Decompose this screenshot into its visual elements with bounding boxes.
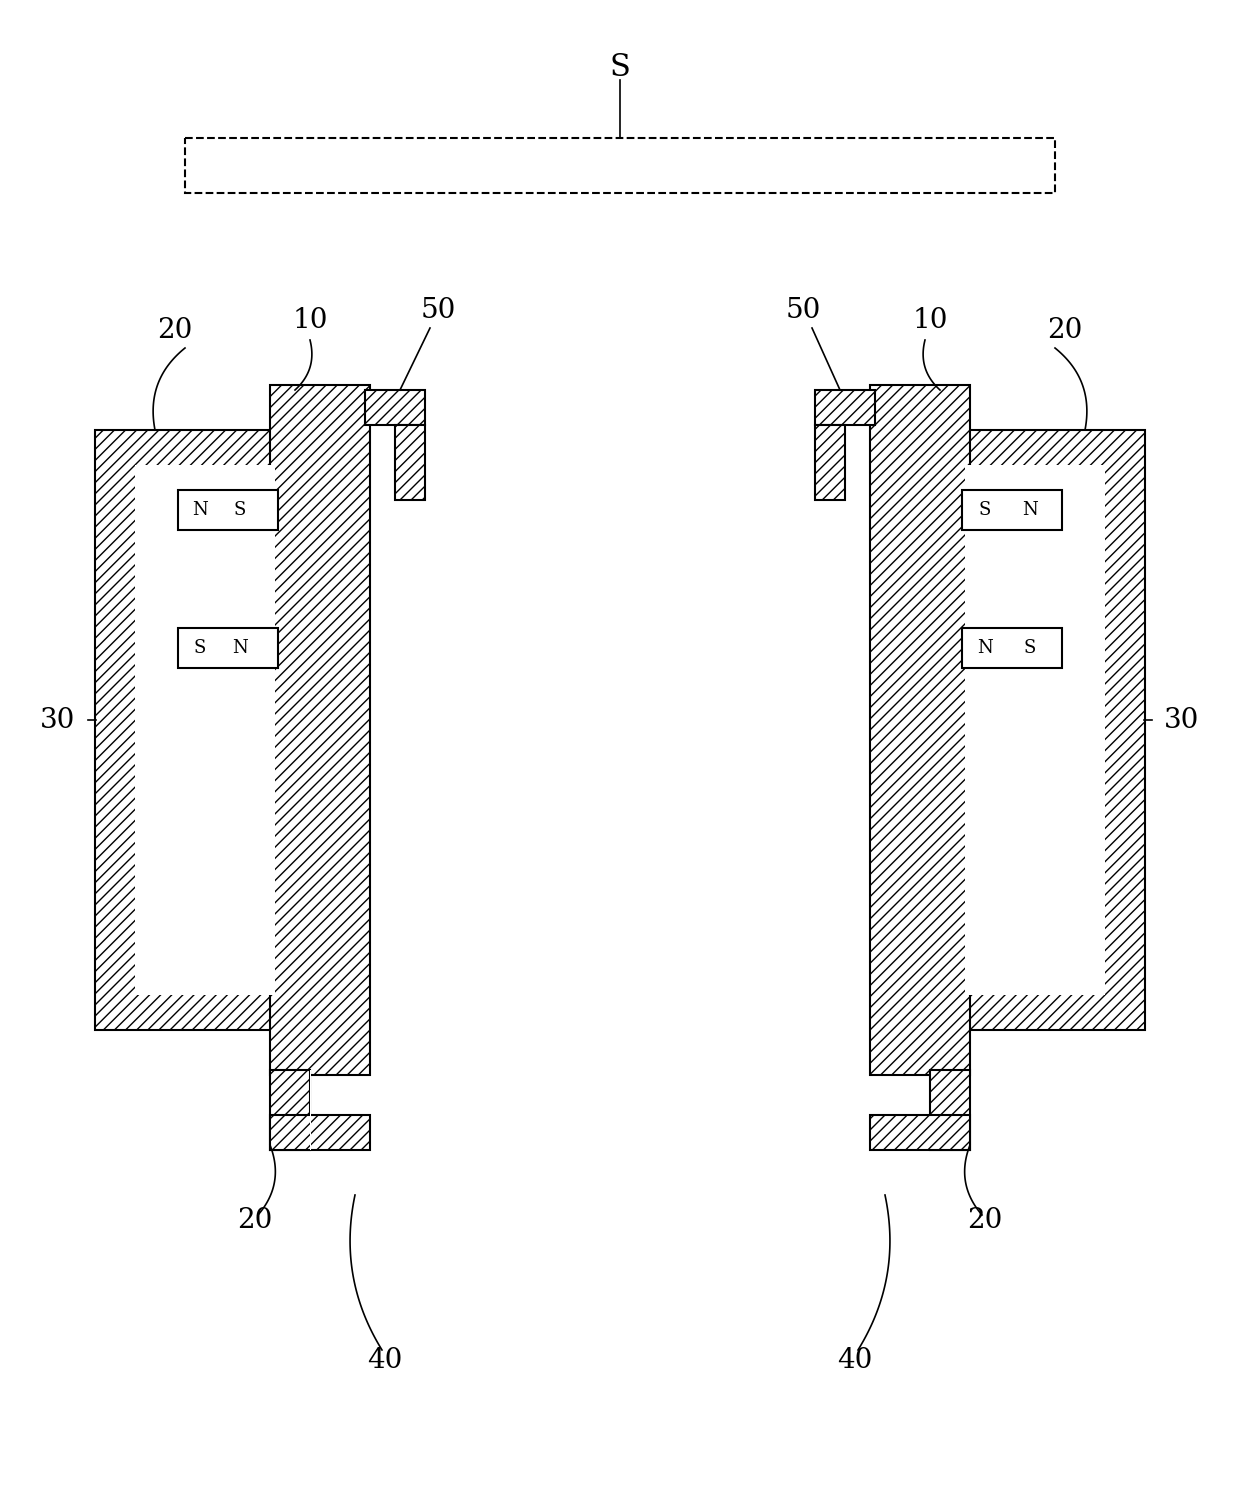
- Text: N: N: [1022, 500, 1038, 518]
- Text: 40: 40: [367, 1347, 403, 1374]
- Text: S: S: [193, 640, 206, 658]
- Bar: [870, 385, 970, 1076]
- Bar: [815, 425, 844, 500]
- Bar: [270, 1070, 310, 1150]
- Text: 10: 10: [913, 307, 947, 334]
- Text: 20: 20: [237, 1206, 273, 1233]
- Text: 20: 20: [157, 316, 192, 343]
- Bar: [870, 1115, 970, 1150]
- Bar: [965, 464, 1105, 995]
- Text: S: S: [234, 500, 247, 518]
- Bar: [815, 389, 875, 425]
- Text: N: N: [192, 500, 208, 518]
- Text: S: S: [978, 500, 991, 518]
- Bar: [930, 1070, 970, 1150]
- Text: 30: 30: [1164, 707, 1199, 734]
- Bar: [396, 425, 425, 500]
- Bar: [940, 430, 1145, 1031]
- Text: 40: 40: [837, 1347, 873, 1374]
- Bar: [270, 1115, 370, 1150]
- Bar: [270, 385, 370, 1076]
- Text: 30: 30: [41, 707, 76, 734]
- Text: N: N: [977, 640, 993, 658]
- Bar: [179, 490, 278, 530]
- Text: S: S: [610, 52, 630, 84]
- Bar: [962, 490, 1061, 530]
- Bar: [185, 138, 1055, 193]
- Text: N: N: [232, 640, 248, 658]
- Bar: [135, 464, 275, 995]
- Bar: [95, 430, 300, 1031]
- Bar: [962, 628, 1061, 668]
- Bar: [365, 389, 425, 425]
- Bar: [179, 628, 278, 668]
- Text: S: S: [1024, 640, 1037, 658]
- Text: 50: 50: [785, 297, 821, 324]
- Text: 20: 20: [1048, 316, 1083, 343]
- Text: 20: 20: [967, 1206, 1003, 1233]
- Text: 10: 10: [293, 307, 327, 334]
- Text: 50: 50: [420, 297, 455, 324]
